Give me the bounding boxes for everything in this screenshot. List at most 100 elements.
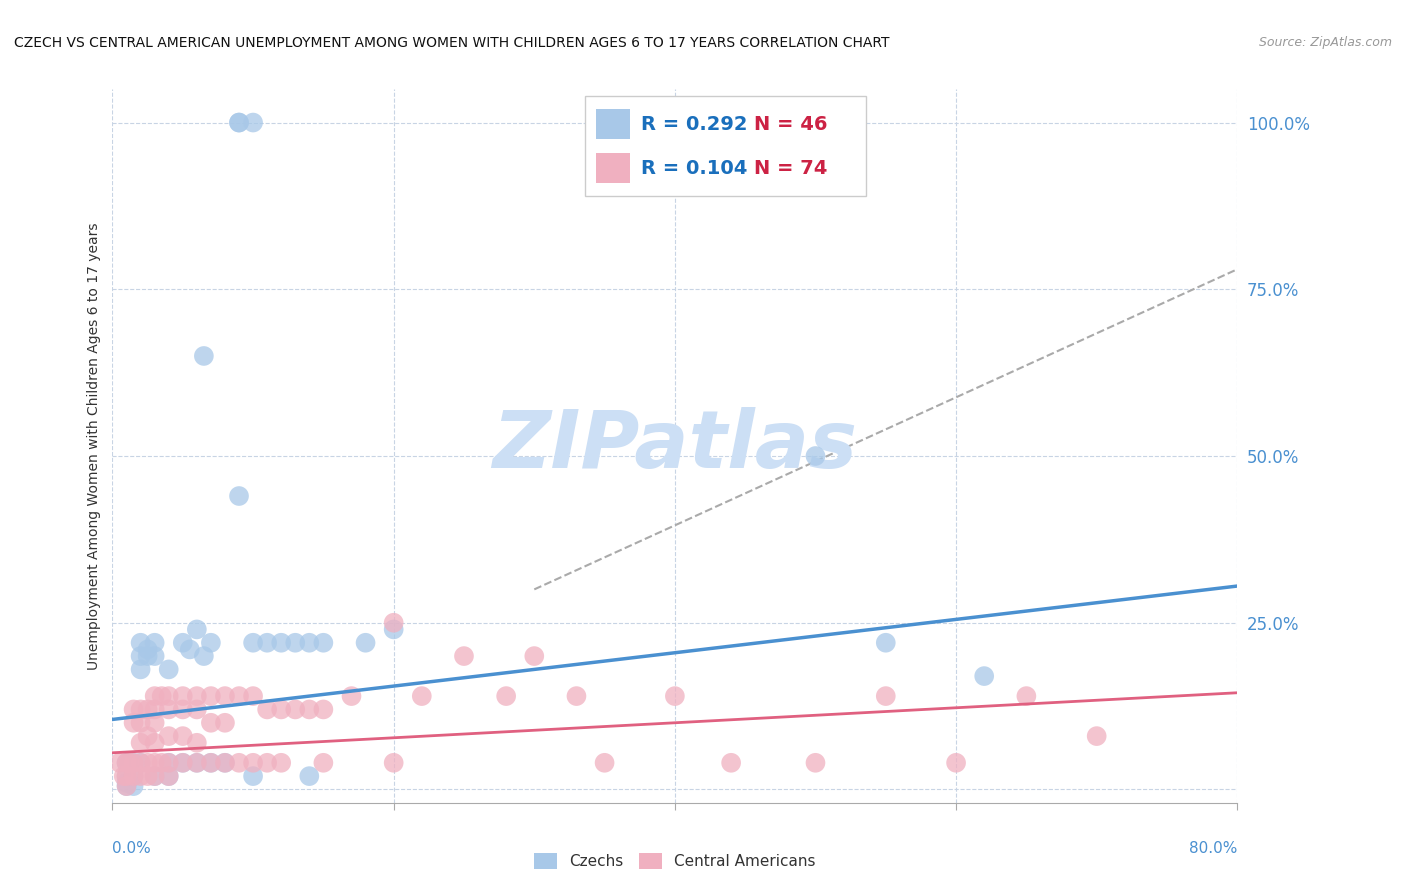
- Point: [256, 702, 278, 716]
- Point: [312, 702, 335, 716]
- Legend: Czechs, Central Americans: Czechs, Central Americans: [529, 847, 821, 875]
- Point: [186, 702, 208, 716]
- Point: [115, 769, 138, 783]
- Point: [193, 349, 215, 363]
- Point: [186, 736, 208, 750]
- Point: [172, 689, 194, 703]
- Point: [122, 715, 145, 730]
- Point: [270, 756, 292, 770]
- Point: [157, 729, 180, 743]
- Point: [242, 115, 264, 129]
- Point: [228, 115, 250, 129]
- Point: [172, 636, 194, 650]
- Point: [193, 649, 215, 664]
- Point: [1015, 689, 1038, 703]
- Point: [200, 756, 222, 770]
- Point: [565, 689, 588, 703]
- Point: [157, 662, 180, 676]
- Point: [136, 729, 159, 743]
- Point: [382, 756, 405, 770]
- Point: [270, 702, 292, 716]
- Point: [256, 636, 278, 650]
- Point: [172, 756, 194, 770]
- Point: [115, 756, 138, 770]
- Point: [804, 756, 827, 770]
- Point: [382, 615, 405, 630]
- Point: [298, 636, 321, 650]
- Point: [214, 689, 236, 703]
- Point: [150, 756, 173, 770]
- Point: [129, 715, 152, 730]
- Point: [875, 689, 897, 703]
- Point: [298, 702, 321, 716]
- Point: [143, 769, 166, 783]
- Point: [411, 689, 433, 703]
- Point: [523, 649, 546, 664]
- Point: [122, 769, 145, 783]
- Point: [129, 662, 152, 676]
- Point: [122, 779, 145, 793]
- Point: [122, 702, 145, 716]
- Point: [214, 756, 236, 770]
- Text: Source: ZipAtlas.com: Source: ZipAtlas.com: [1258, 36, 1392, 49]
- Point: [973, 669, 995, 683]
- Point: [228, 689, 250, 703]
- Point: [129, 649, 152, 664]
- Point: [179, 642, 201, 657]
- Point: [200, 636, 222, 650]
- Point: [118, 756, 141, 770]
- Point: [157, 756, 180, 770]
- Point: [664, 689, 686, 703]
- Point: [157, 689, 180, 703]
- Point: [242, 636, 264, 650]
- Point: [242, 769, 264, 783]
- Point: [186, 756, 208, 770]
- Point: [136, 642, 159, 657]
- Point: [495, 689, 517, 703]
- Point: [228, 756, 250, 770]
- Point: [354, 636, 377, 650]
- Point: [228, 489, 250, 503]
- Point: [122, 769, 145, 783]
- Point: [284, 702, 307, 716]
- Text: 0.0%: 0.0%: [112, 841, 152, 856]
- Point: [129, 756, 152, 770]
- Point: [593, 756, 616, 770]
- Point: [143, 689, 166, 703]
- Point: [312, 636, 335, 650]
- Text: CZECH VS CENTRAL AMERICAN UNEMPLOYMENT AMONG WOMEN WITH CHILDREN AGES 6 TO 17 YE: CZECH VS CENTRAL AMERICAN UNEMPLOYMENT A…: [14, 36, 890, 50]
- Point: [242, 689, 264, 703]
- Point: [115, 779, 138, 793]
- Point: [270, 636, 292, 650]
- Point: [129, 756, 152, 770]
- Point: [129, 636, 152, 650]
- Point: [112, 769, 135, 783]
- Point: [186, 689, 208, 703]
- Point: [284, 636, 307, 650]
- Point: [228, 115, 250, 129]
- Point: [875, 636, 897, 650]
- Point: [157, 769, 180, 783]
- Text: 80.0%: 80.0%: [1189, 841, 1237, 856]
- Point: [256, 756, 278, 770]
- Text: N = 46: N = 46: [754, 115, 827, 134]
- Point: [200, 756, 222, 770]
- Point: [143, 636, 166, 650]
- Point: [1085, 729, 1108, 743]
- Point: [115, 769, 138, 783]
- Point: [143, 715, 166, 730]
- Point: [214, 715, 236, 730]
- Point: [143, 756, 166, 770]
- Text: N = 74: N = 74: [754, 159, 827, 178]
- Point: [172, 756, 194, 770]
- Point: [172, 729, 194, 743]
- Point: [200, 715, 222, 730]
- Text: R = 0.104: R = 0.104: [641, 159, 748, 178]
- Point: [186, 756, 208, 770]
- Point: [136, 756, 159, 770]
- Point: [150, 689, 173, 703]
- Text: R = 0.292: R = 0.292: [641, 115, 748, 134]
- Text: ZIPatlas: ZIPatlas: [492, 407, 858, 485]
- Point: [214, 756, 236, 770]
- Point: [382, 623, 405, 637]
